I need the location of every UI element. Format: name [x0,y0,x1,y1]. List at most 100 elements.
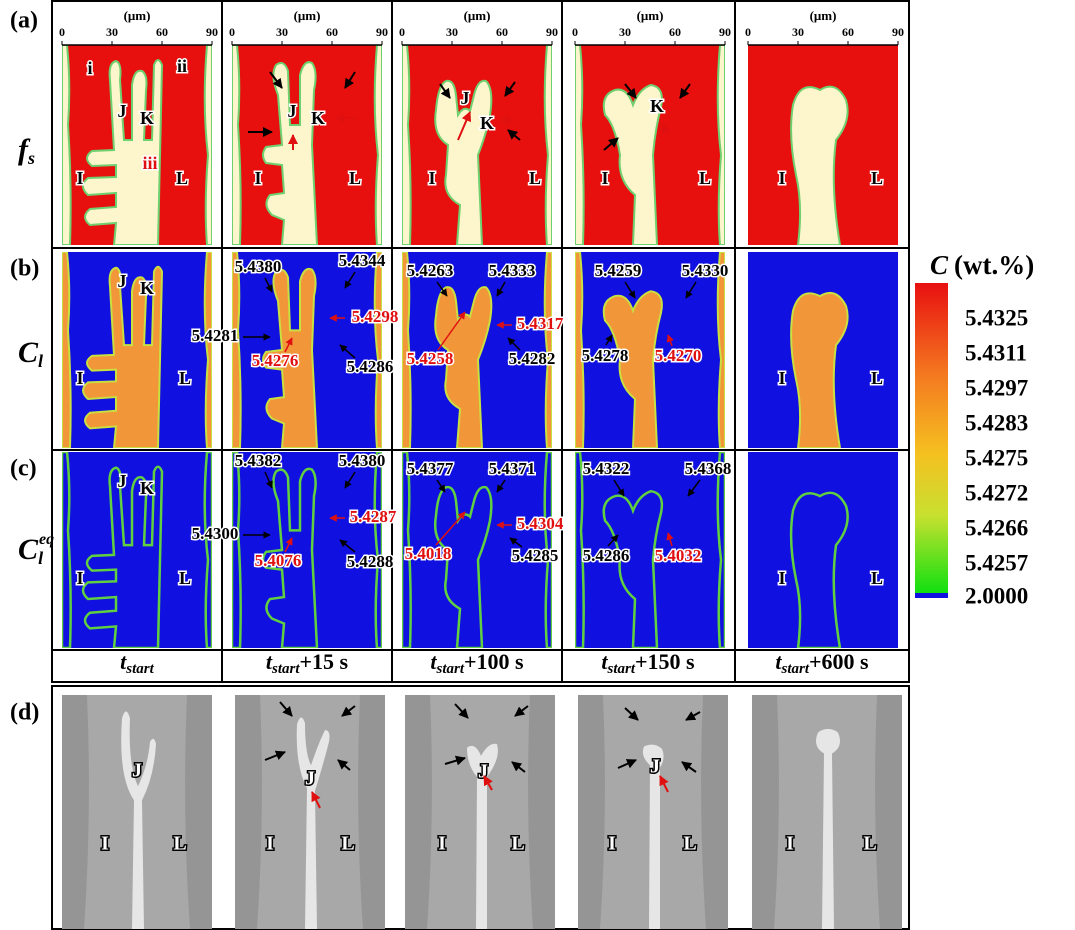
region-label: L [349,168,361,188]
axis-unit: (μm) [294,8,321,23]
time-label: tstart [120,649,154,677]
region-label: iii [142,153,157,173]
annotation: 5.4382 [235,451,282,470]
tick-label: 30 [619,25,631,39]
sim-panel [575,45,725,245]
row-label-base: C [18,336,39,369]
region-label: I [778,368,785,388]
region-label: I [76,568,83,588]
xray-panel [235,695,385,929]
annotation: 5.4018 [405,544,452,563]
annotation: 5.4278 [582,346,629,365]
region-label: K [140,108,154,128]
time-sub: start [781,661,810,677]
xray-panel [752,695,902,929]
region-label: i [87,58,92,78]
time-label: tstart+150 s [601,649,695,677]
tick-label: 90 [206,25,218,39]
region-label: L [529,168,541,188]
annotation: 5.4270 [655,346,702,365]
tick-label: 60 [326,25,338,39]
row-label-sub: s [27,148,35,168]
panel-label: (c) [10,456,37,482]
axis-unit: (μm) [637,8,664,23]
annotation: 5.4322 [583,459,630,478]
sim-panel [402,45,552,245]
colorbar-unit: (wt.%) [954,250,1034,280]
region-label: J [118,271,127,291]
annotation: 5.4333 [489,261,536,280]
annotation: 5.4300 [192,524,239,543]
time-sub: start [436,661,465,677]
sim-panel [232,45,382,245]
row-label-sub: l [38,351,43,371]
tick-label: 90 [719,25,731,39]
tick-label: 30 [276,25,288,39]
region-label: I [76,168,83,188]
region-label: L [511,833,524,855]
colorbar-label: 5.4257 [965,550,1028,575]
colorbar [915,283,948,593]
annotation: 5.4344 [339,251,386,270]
tick-label: 0 [745,25,751,39]
sim-panel [62,252,212,448]
colorbar-label: 5.4325 [965,305,1028,330]
region-label: J [118,101,127,121]
time-label: tstart+600 s [775,649,869,677]
region-label: L [179,368,191,388]
region-label: L [683,833,696,855]
annotation: 5.4377 [407,459,454,478]
region-label: I [778,568,785,588]
panel-label: (a) [10,8,38,34]
time-label: tstart+15 s [266,649,349,677]
row-label-base: C [18,533,39,566]
region-label: I [428,168,435,188]
tick-label: 0 [572,25,578,39]
region-label: J [461,88,470,108]
time-suffix: +150 s [635,649,695,674]
annotation: 5.4259 [595,261,642,280]
annotation: 5.4330 [682,261,729,280]
time-suffix: +600 s [809,649,869,674]
sim-panel [62,45,212,245]
region-label: J [118,471,127,491]
region-label: I [786,833,794,855]
region-label: L [863,833,876,855]
colorbar-title: C(wt.%) [930,250,1034,280]
region-label: L [179,568,191,588]
annotation: 5.4263 [407,261,454,280]
tick-label: 90 [546,25,558,39]
axis-unit: (μm) [810,8,837,23]
region-label: ii [177,56,187,76]
region-label: J [305,768,315,790]
colorbar-base [915,593,948,598]
time-label: tstart+100 s [430,649,524,677]
colorbar-label: 2.0000 [965,583,1028,608]
tick-label: 30 [446,25,458,39]
region-label: K [311,108,325,128]
sim-panel [748,252,898,448]
tick-label: 90 [376,25,388,39]
annotation: 5.4286 [347,357,394,376]
colorbar-symbol: C [930,250,949,280]
region-label: I [601,168,608,188]
xray-panel [62,695,212,929]
figure: C(wt.%) fs Cl Ceql (a)(b)(c)(d)(μm)03060… [0,0,1075,930]
tick-label: 0 [399,25,405,39]
region-label: J [650,756,660,778]
sim-panel [748,45,898,245]
row-label-cl: Cl [18,336,43,371]
region-label: L [176,168,188,188]
region-label: K [140,278,154,298]
annotation: 5.4288 [347,552,394,571]
region-label: K [480,113,494,133]
region-label: I [101,833,109,855]
time-sub: start [607,661,636,677]
colorbar-label: 5.4275 [965,445,1028,470]
row-label-cleq: Ceql [18,531,54,568]
annotation: 5.4276 [252,351,299,370]
region-label: I [608,833,616,855]
region-label: L [871,568,883,588]
annotation: 5.4258 [407,349,454,368]
axis-unit: (μm) [464,8,491,23]
